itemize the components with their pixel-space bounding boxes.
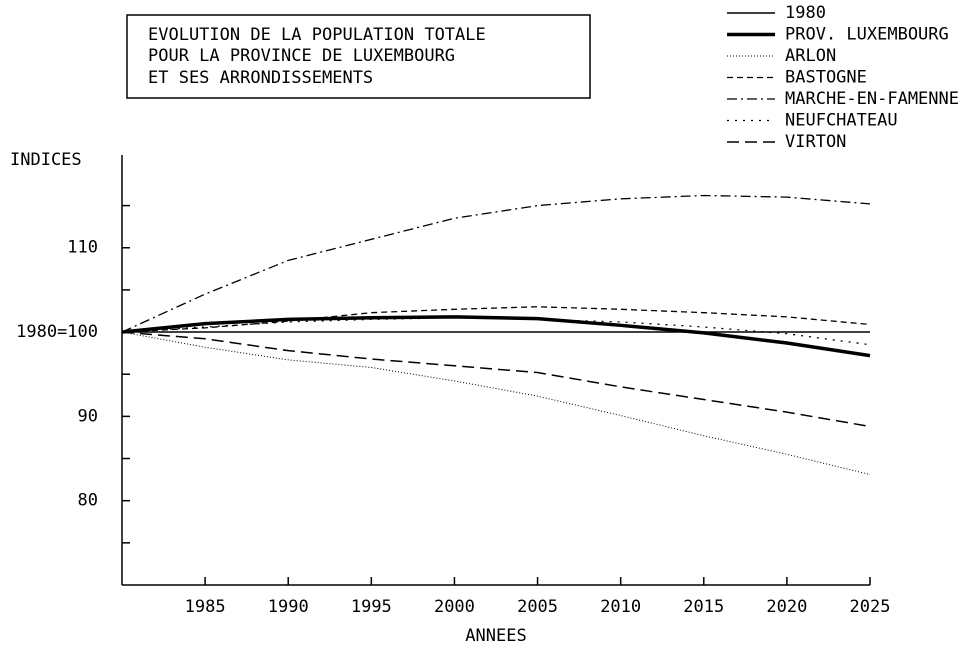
x-tick-label: 1995 [351,597,392,617]
x-tick-label: 2025 [850,597,891,617]
legend-label: VIRTON [785,132,846,152]
series-line [121,306,871,333]
series-line [121,331,871,476]
legend-label: MARCHE-EN-FAMENNE [785,89,959,109]
title-box [126,14,591,99]
legend-label: 1980 [785,3,826,23]
series-line [121,331,871,428]
chart-title: POUR LA PROVINCE DE LUXEMBOURG [148,46,455,66]
legend-label: NEUFCHATEAU [785,111,898,131]
x-tick-label: 1985 [185,597,226,617]
x-tick-label: 2000 [434,597,475,617]
y-tick-label: 90 [78,406,98,426]
y-axis-label: INDICES [10,150,82,170]
y-tick-label: 80 [78,491,98,511]
legend-label: ARLON [785,46,836,66]
legend-label: PROV. LUXEMBOURG [785,25,949,45]
chart-title: ET SES ARRONDISSEMENTS [148,68,373,88]
x-axis-label: ANNEES [465,626,526,646]
series-line [121,194,871,333]
chart-title: EVOLUTION DE LA POPULATION TOTALE [148,25,486,45]
x-tick-label: 1990 [268,597,309,617]
x-tick-label: 2005 [517,597,558,617]
series-line [121,317,871,346]
series-line [121,315,871,358]
y-tick-label: 110 [67,238,98,258]
x-tick-label: 2010 [600,597,641,617]
y-tick-label: 1980=100 [16,322,98,342]
x-tick-label: 2020 [766,597,807,617]
legend-label: BASTOGNE [785,68,867,88]
x-tick-label: 2015 [683,597,724,617]
